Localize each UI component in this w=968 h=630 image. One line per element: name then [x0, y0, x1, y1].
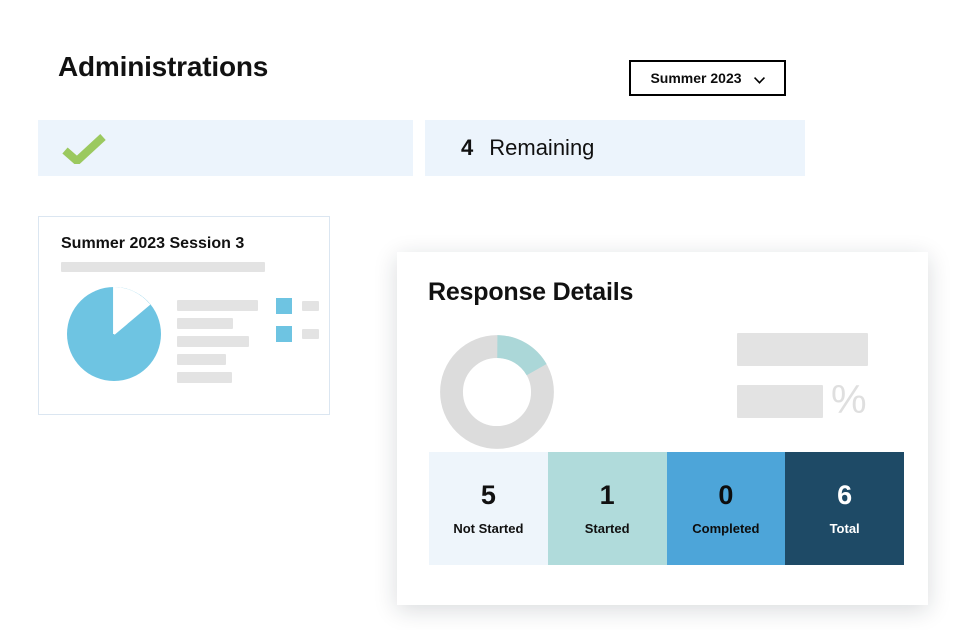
session-placeholder-line: [177, 372, 232, 383]
legend-swatch: [276, 298, 292, 314]
term-select-dropdown[interactable]: Summer 2023: [629, 60, 786, 96]
stat-tile-label: Started: [584, 521, 630, 536]
legend-placeholder-line: [302, 301, 319, 311]
response-donut-chart: [437, 332, 557, 452]
session-placeholder-line: [177, 336, 249, 347]
response-stat-tiles: 5 Not Started 1 Started 0 Completed 6 To…: [429, 452, 904, 565]
legend-placeholder-line: [302, 329, 319, 339]
stat-tile-label: Completed: [692, 521, 760, 536]
completed-status-strip: [38, 120, 413, 176]
stat-tile-value: 1: [599, 480, 615, 510]
remaining-row: 4 Remaining: [461, 120, 594, 176]
response-percent-placeholder-bar: [737, 385, 823, 418]
response-details-title: Response Details: [428, 278, 634, 306]
stat-tile-label: Not Started: [453, 521, 524, 536]
remaining-status-strip: 4 Remaining: [425, 120, 805, 176]
page-title: Administrations: [58, 51, 269, 82]
stat-tile-value: 6: [837, 480, 853, 510]
stat-tile-value: 5: [480, 480, 496, 510]
stat-tile-started[interactable]: 1 Started: [547, 452, 667, 565]
session-placeholder-line: [177, 354, 226, 365]
stat-tile-total[interactable]: 6 Total: [785, 452, 904, 565]
percent-symbol: %: [831, 378, 867, 422]
response-details-panel: Response Details % 5 Not Started 1 Start…: [397, 252, 928, 605]
legend-swatch: [276, 326, 292, 342]
session-card-title: Summer 2023 Session 3: [61, 235, 245, 252]
stat-tile-label: Total: [829, 521, 860, 536]
chevron-down-icon: [753, 73, 765, 84]
term-select-value: Summer 2023: [650, 70, 742, 86]
green-check-icon: [62, 134, 106, 167]
remaining-count: 4: [461, 135, 474, 160]
session-pie-chart: [67, 287, 161, 381]
response-placeholder-bar: [737, 333, 868, 366]
stat-tile-value: 0: [718, 480, 734, 510]
session-placeholder-line: [177, 300, 258, 311]
session-placeholder-line: [177, 318, 233, 329]
stat-tile-not-started[interactable]: 5 Not Started: [429, 452, 548, 565]
session-card-subtitle-placeholder: [61, 262, 265, 272]
stat-tile-completed[interactable]: 0 Completed: [666, 452, 786, 565]
remaining-label: Remaining: [489, 135, 595, 160]
